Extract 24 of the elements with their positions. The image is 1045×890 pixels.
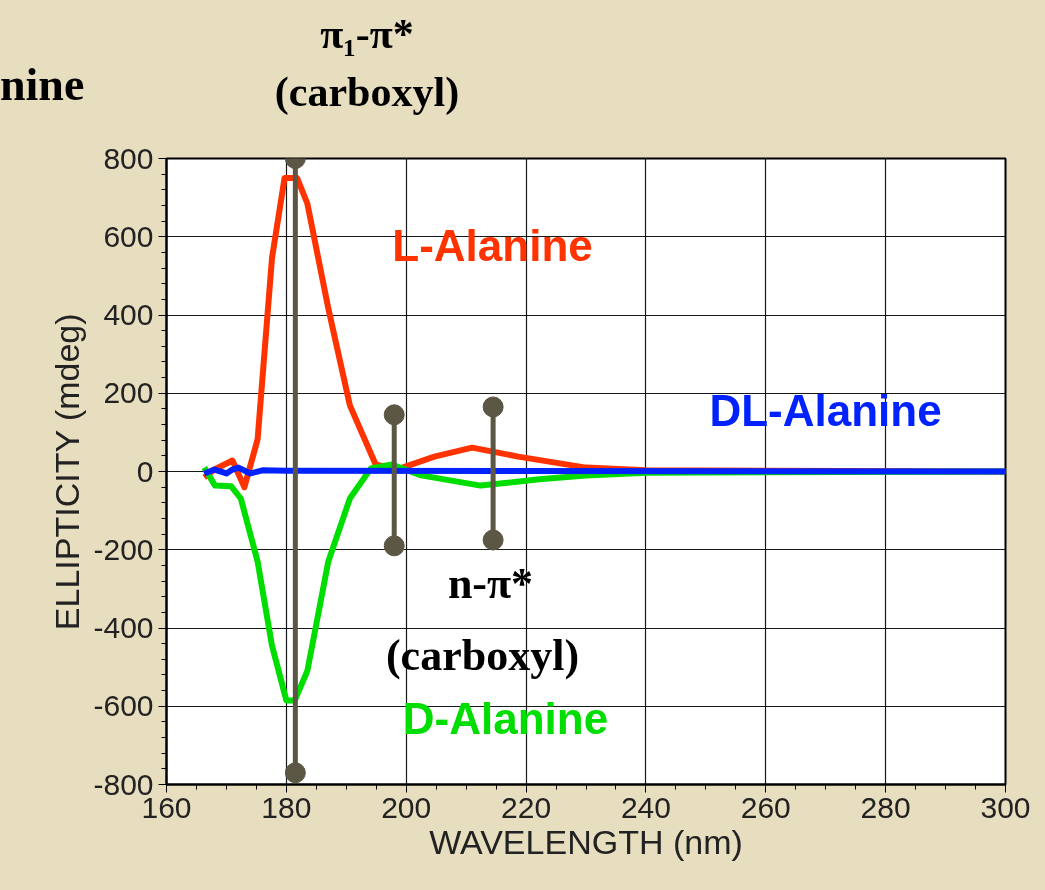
point <box>482 396 504 418</box>
y-axis-title: ELLIPTICITY (mdeg) <box>48 313 87 631</box>
y-tick-label: 0 <box>136 454 154 488</box>
x-tick-label: 240 <box>620 790 671 824</box>
y-tick-label: 800 <box>103 141 154 175</box>
x-tick-label: 300 <box>980 790 1031 824</box>
chart-title: nine <box>0 58 85 111</box>
y-tick-label: 400 <box>103 298 154 331</box>
point <box>383 404 405 426</box>
x-tick-label: 260 <box>740 790 791 824</box>
point <box>284 762 306 784</box>
y-tick-label: -400 <box>93 611 154 644</box>
y-tick-label: 600 <box>103 219 154 253</box>
x-tick-label: 200 <box>381 790 432 824</box>
y-tick-label: -200 <box>93 532 154 566</box>
x-tick-label: 180 <box>261 790 312 824</box>
x-tick-label: 220 <box>501 790 552 824</box>
y-tick-label: 200 <box>103 376 154 410</box>
x-tick-label: 280 <box>860 790 911 824</box>
y-tick-label: -600 <box>93 689 154 723</box>
x-axis-title: WAVELENGTH (nm) <box>429 822 743 861</box>
text: π₁-π* (carboxyl) <box>273 10 461 116</box>
point <box>482 529 504 551</box>
point <box>383 535 405 557</box>
